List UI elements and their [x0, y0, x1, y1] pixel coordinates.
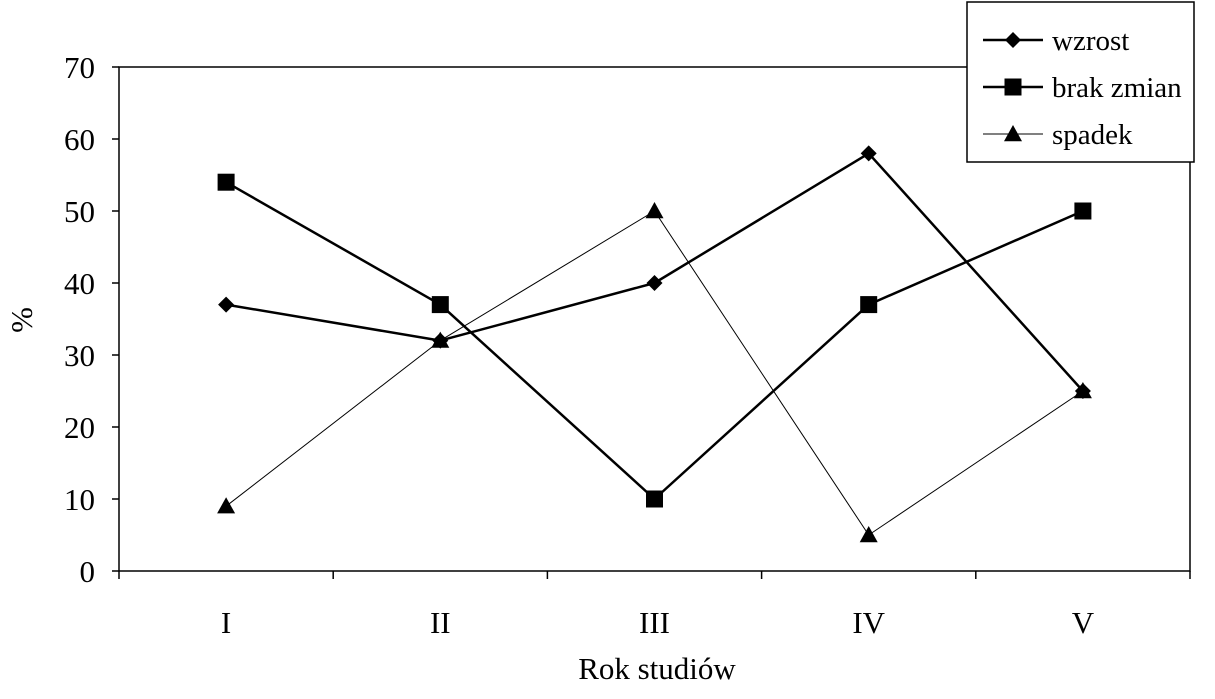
y-tick-label: 50 [64, 194, 95, 229]
x-tick-label: III [639, 605, 670, 640]
data-point [646, 490, 663, 508]
legend-label: brak zmian [1052, 72, 1182, 104]
diamond-marker [1005, 32, 1021, 48]
x-tick-label: II [430, 605, 451, 640]
legend-item: spadek [983, 119, 1133, 151]
series-layer [217, 145, 1092, 543]
legend-label: spadek [1052, 119, 1133, 151]
legend-item: brak zmian [983, 72, 1182, 104]
data-point [1073, 382, 1092, 399]
series-line [225, 210, 1084, 536]
data-point [217, 497, 236, 514]
data-point [860, 145, 877, 162]
data-point [859, 526, 878, 543]
series-spadek [217, 202, 1092, 543]
x-axis-title: Rok studiów [578, 651, 736, 686]
series-line [225, 181, 1084, 501]
y-tick-label: 70 [64, 50, 95, 85]
y-tick-label: 40 [64, 266, 95, 301]
legend-item: wzrost [983, 25, 1129, 57]
legend-label: wzrost [1052, 25, 1129, 57]
legend: wzrost brak zmian spadek [966, 1, 1195, 163]
data-point [1074, 202, 1092, 220]
y-tick-label: 60 [64, 122, 95, 157]
y-tick-label: 20 [64, 410, 95, 445]
square-marker [1004, 78, 1022, 96]
data-point [217, 173, 235, 191]
x-tick-label: V [1072, 605, 1095, 640]
x-tick-label: I [221, 605, 231, 640]
data-point [218, 296, 235, 313]
y-axis-title: % [4, 307, 39, 333]
series-brak-zmian [217, 173, 1092, 508]
series-line [225, 152, 1084, 392]
data-point [431, 331, 450, 348]
plot-area-frame [118, 66, 1191, 572]
y-tick-label: 10 [64, 482, 95, 517]
y-tick-label: 30 [64, 338, 95, 373]
series-wzrost [218, 145, 1091, 399]
data-point [645, 202, 664, 219]
y-tick-label: 0 [80, 554, 96, 589]
triangle-marker [1004, 125, 1022, 142]
data-point [431, 296, 449, 314]
data-point [646, 275, 663, 291]
data-point [860, 296, 878, 314]
x-tick-label: IV [852, 605, 885, 640]
